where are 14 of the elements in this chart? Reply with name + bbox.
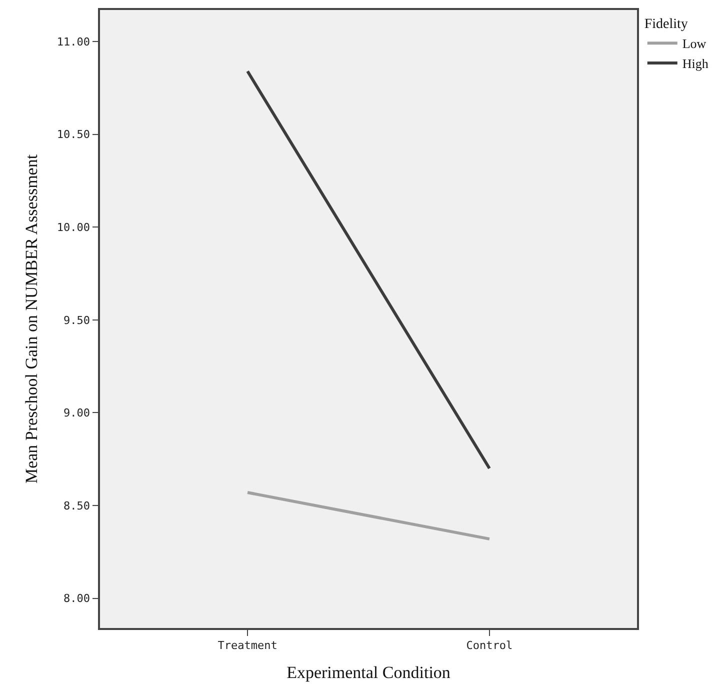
legend-label: High — [682, 56, 709, 72]
x-tick-label: Control — [466, 638, 513, 652]
legend-title: Fidelity — [644, 17, 688, 32]
y-tick-label: 11.00 — [56, 35, 90, 48]
y-axis-title: Mean Preschool Gain on NUMBER Assessment — [22, 154, 41, 484]
y-tick-label: 8.50 — [64, 499, 90, 512]
y-tick-label: 9.50 — [64, 314, 90, 327]
y-tick-label: 9.00 — [64, 406, 90, 420]
y-tick-label: 8.00 — [64, 592, 90, 606]
x-tick-label: Treatment — [218, 638, 278, 652]
y-tick-label: 10.50 — [56, 128, 90, 142]
x-axis-title: Experimental Condition — [286, 662, 451, 682]
y-tick-label: 10.00 — [56, 220, 90, 234]
legend-label: Low — [682, 36, 707, 52]
